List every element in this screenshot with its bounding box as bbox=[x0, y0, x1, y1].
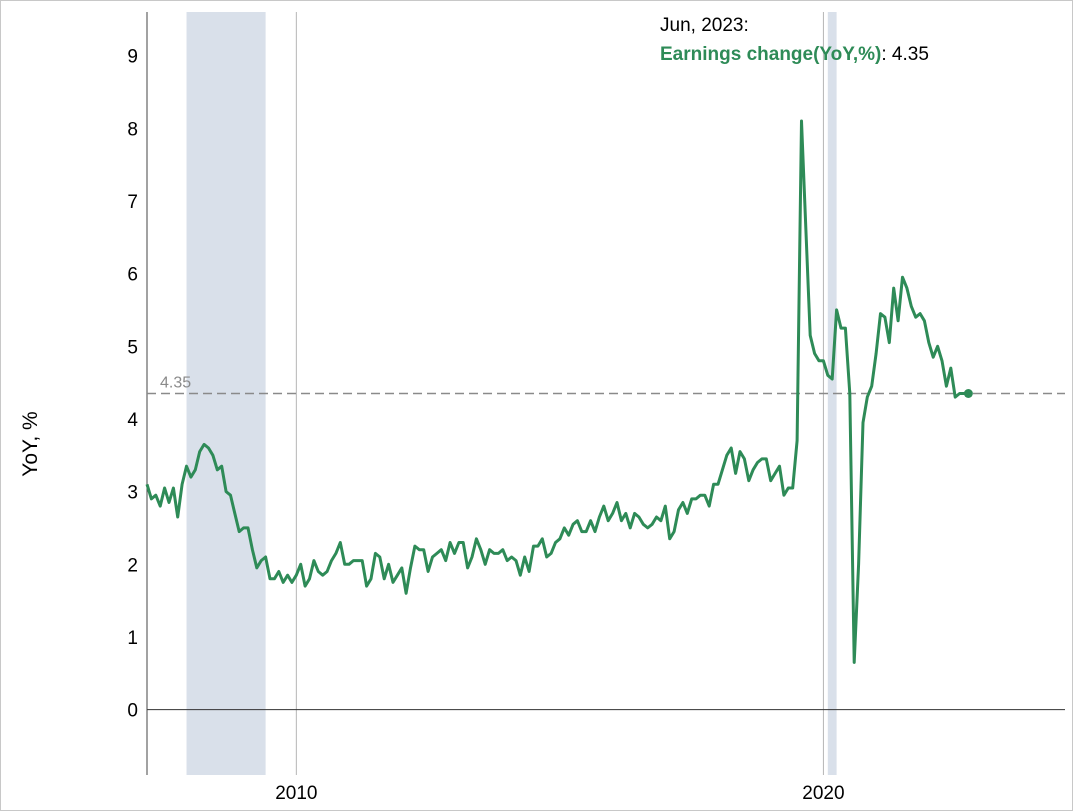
recession-band-2 bbox=[827, 12, 837, 775]
y-tick-label-3: 3 bbox=[127, 483, 138, 504]
y-axis-title: YoY, % bbox=[19, 411, 42, 476]
y-tick-label-1: 1 bbox=[127, 628, 138, 649]
series-line-earnings-change[interactable] bbox=[145, 119, 969, 664]
x-tick-labels: 2010 2020 bbox=[275, 783, 844, 804]
y-tick-label-5: 5 bbox=[127, 337, 138, 358]
tooltip-series-name: Earnings change(YoY,%) bbox=[660, 44, 881, 65]
y-tick-label-4: 4 bbox=[127, 410, 138, 431]
y-tick-label-2: 2 bbox=[127, 555, 138, 576]
y-tick-label-6: 6 bbox=[127, 265, 138, 286]
x-tick-label-2010: 2010 bbox=[275, 783, 317, 804]
y-tick-label-8: 8 bbox=[127, 119, 138, 140]
tooltip-value-line: Earnings change(YoY,%): 4.35 bbox=[660, 44, 929, 65]
y-tick-label-0: 0 bbox=[127, 701, 138, 722]
hover-tooltip: Jun, 2023: Earnings change(YoY,%): 4.35 bbox=[660, 15, 929, 65]
y-tick-label-7: 7 bbox=[127, 192, 138, 213]
y-tick-labels: 0 1 2 3 4 5 6 7 8 9 bbox=[127, 47, 138, 722]
tooltip-date: Jun, 2023: bbox=[660, 15, 749, 36]
y-tick-label-9: 9 bbox=[127, 47, 138, 68]
reference-line-label: 4.35 bbox=[160, 375, 191, 392]
tooltip-value: : 4.35 bbox=[881, 44, 929, 65]
last-data-point[interactable] bbox=[963, 389, 973, 398]
x-tick-label-2020: 2020 bbox=[802, 783, 844, 804]
